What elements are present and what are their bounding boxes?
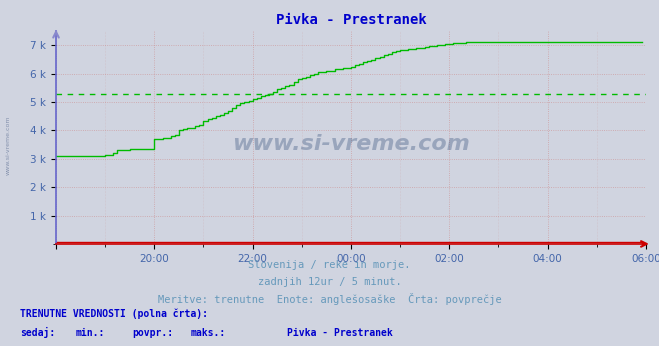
Text: sedaj:: sedaj: bbox=[20, 327, 55, 338]
Text: www.si-vreme.com: www.si-vreme.com bbox=[5, 116, 11, 175]
Text: www.si-vreme.com: www.si-vreme.com bbox=[232, 134, 470, 154]
Title: Pivka - Prestranek: Pivka - Prestranek bbox=[275, 13, 426, 27]
Text: min.:: min.: bbox=[76, 328, 105, 338]
Text: Pivka - Prestranek: Pivka - Prestranek bbox=[287, 328, 392, 338]
Text: povpr.:: povpr.: bbox=[132, 328, 173, 338]
Text: zadnjih 12ur / 5 minut.: zadnjih 12ur / 5 minut. bbox=[258, 277, 401, 288]
Text: TRENUTNE VREDNOSTI (polna črta):: TRENUTNE VREDNOSTI (polna črta): bbox=[20, 308, 208, 319]
Text: Meritve: trenutne  Enote: anglešosaške  Črta: povprečje: Meritve: trenutne Enote: anglešosaške Čr… bbox=[158, 293, 501, 305]
Text: maks.:: maks.: bbox=[191, 328, 226, 338]
Text: Slovenija / reke in morje.: Slovenija / reke in morje. bbox=[248, 260, 411, 270]
